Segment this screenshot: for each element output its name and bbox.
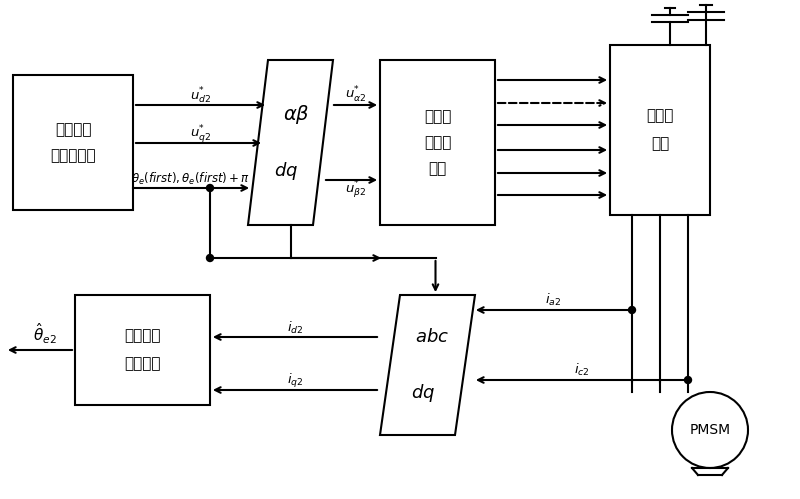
Text: $i_{d2}$: $i_{d2}$ xyxy=(286,320,303,336)
Circle shape xyxy=(672,392,748,468)
Text: 三相逆: 三相逆 xyxy=(646,108,674,123)
Text: $u_{q2}^{*}$: $u_{q2}^{*}$ xyxy=(190,123,211,145)
Bar xyxy=(13,75,133,210)
Text: $\alpha\beta$: $\alpha\beta$ xyxy=(283,103,310,126)
Text: 矢量发生器: 矢量发生器 xyxy=(50,148,96,163)
Bar xyxy=(610,45,710,215)
Text: $abc$: $abc$ xyxy=(415,328,450,346)
Text: 量脉宽: 量脉宽 xyxy=(424,135,451,150)
Text: $u_{d2}^{*}$: $u_{d2}^{*}$ xyxy=(190,86,211,106)
Circle shape xyxy=(629,306,635,313)
Text: $i_{q2}$: $i_{q2}$ xyxy=(286,372,303,390)
Text: $i_{c2}$: $i_{c2}$ xyxy=(574,362,590,378)
Text: $i_{a2}$: $i_{a2}$ xyxy=(546,292,562,308)
Text: $dq$: $dq$ xyxy=(411,382,435,404)
Polygon shape xyxy=(248,60,333,225)
Text: 调制: 调制 xyxy=(428,161,446,176)
Text: $u_{\beta 2}^{*}$: $u_{\beta 2}^{*}$ xyxy=(346,179,366,201)
Text: 极性判断: 极性判断 xyxy=(124,356,161,371)
Text: 变器: 变器 xyxy=(651,137,669,152)
Bar xyxy=(380,60,495,225)
Polygon shape xyxy=(380,295,475,435)
Circle shape xyxy=(685,377,691,384)
Text: $dq$: $dq$ xyxy=(274,160,298,182)
Text: PMSM: PMSM xyxy=(690,423,730,437)
Text: 转子磁极: 转子磁极 xyxy=(124,328,161,343)
Text: $\hat{\theta}_{e2}$: $\hat{\theta}_{e2}$ xyxy=(33,322,57,346)
Text: $\theta_e(first),\theta_e(first)+\pi$: $\theta_e(first),\theta_e(first)+\pi$ xyxy=(131,171,250,187)
Text: 脉冲电压: 脉冲电压 xyxy=(54,122,91,137)
Text: 空间矢: 空间矢 xyxy=(424,109,451,124)
Bar xyxy=(75,295,210,405)
Text: $u_{\alpha 2}^{*}$: $u_{\alpha 2}^{*}$ xyxy=(346,85,366,105)
Circle shape xyxy=(206,254,214,261)
Circle shape xyxy=(206,185,214,192)
